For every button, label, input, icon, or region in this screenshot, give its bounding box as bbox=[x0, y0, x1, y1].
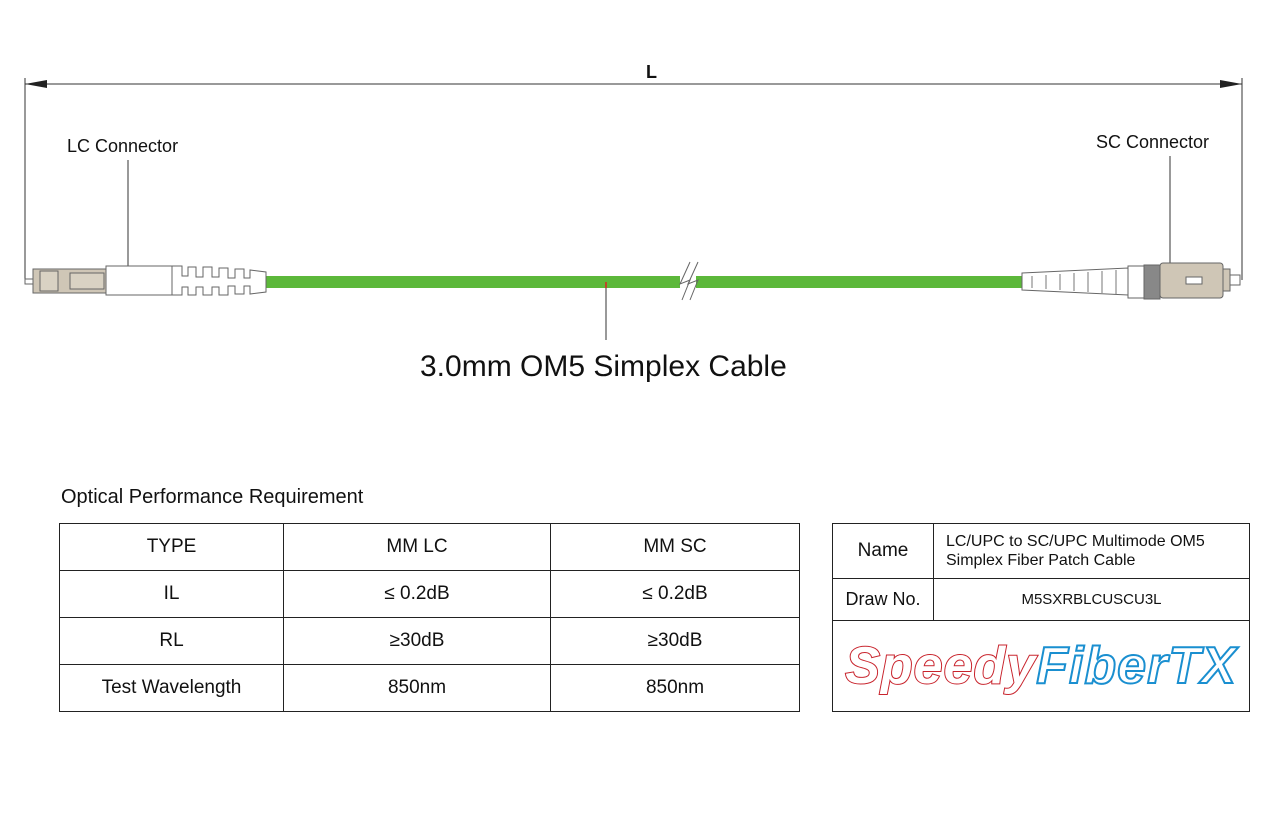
draw-row: Draw No. M5SXRBLCUSCU3L bbox=[832, 578, 1250, 621]
arrow-right bbox=[1220, 80, 1242, 88]
table-row: Test Wavelength 850nm 850nm bbox=[59, 664, 800, 712]
cable bbox=[266, 276, 1024, 288]
arrow-left bbox=[25, 80, 47, 88]
name-label: Name bbox=[832, 523, 934, 579]
length-label: L bbox=[646, 62, 657, 82]
name-value: LC/UPC to SC/UPC Multimode OM5 Simplex F… bbox=[933, 523, 1250, 579]
lc-connector-label: LC Connector bbox=[67, 136, 179, 156]
cell: ≤ 0.2dB bbox=[283, 570, 551, 618]
sc-connector-label: SC Connector bbox=[1096, 132, 1210, 152]
cable-label: 3.0mm OM5 Simplex Cable bbox=[420, 350, 787, 383]
name-line-1: LC/UPC to SC/UPC Multimode OM5 bbox=[946, 533, 1205, 550]
speedyfibertx-logo: SpeedyFiberTX bbox=[832, 620, 1250, 712]
name-row: Name LC/UPC to SC/UPC Multimode OM5 Simp… bbox=[832, 523, 1250, 579]
cell: RL bbox=[59, 617, 284, 665]
cell: ≥30dB bbox=[283, 617, 551, 665]
header-cell: TYPE bbox=[59, 523, 284, 571]
title-block: Name LC/UPC to SC/UPC Multimode OM5 Simp… bbox=[832, 523, 1250, 712]
draw-value: M5SXRBLCUSCU3L bbox=[933, 578, 1250, 621]
cell: ≥30dB bbox=[550, 617, 800, 665]
table-header-row: TYPE MM LC MM SC bbox=[59, 523, 800, 571]
cell: IL bbox=[59, 570, 284, 618]
name-line-2: Simplex Fiber Patch Cable bbox=[946, 552, 1136, 569]
header-cell: MM SC bbox=[550, 523, 800, 571]
sc-connector bbox=[1021, 262, 1241, 300]
performance-title: Optical Performance Requirement bbox=[61, 486, 364, 508]
table-row: RL ≥30dB ≥30dB bbox=[59, 617, 800, 665]
header-cell: MM LC bbox=[283, 523, 551, 571]
cell: Test Wavelength bbox=[59, 664, 284, 712]
lc-connector bbox=[24, 265, 267, 296]
logo-part-1: Speedy bbox=[844, 636, 1037, 696]
cell: 850nm bbox=[283, 664, 551, 712]
performance-table: TYPE MM LC MM SC IL ≤ 0.2dB ≤ 0.2dB RL ≥… bbox=[59, 523, 800, 712]
cell: 850nm bbox=[550, 664, 800, 712]
cable-break-icon bbox=[679, 261, 699, 301]
cell: ≤ 0.2dB bbox=[550, 570, 800, 618]
table-row: IL ≤ 0.2dB ≤ 0.2dB bbox=[59, 570, 800, 618]
logo-row: SpeedyFiberTX bbox=[832, 620, 1250, 712]
draw-label: Draw No. bbox=[832, 578, 934, 621]
logo-part-2: FiberTX bbox=[1035, 636, 1237, 696]
